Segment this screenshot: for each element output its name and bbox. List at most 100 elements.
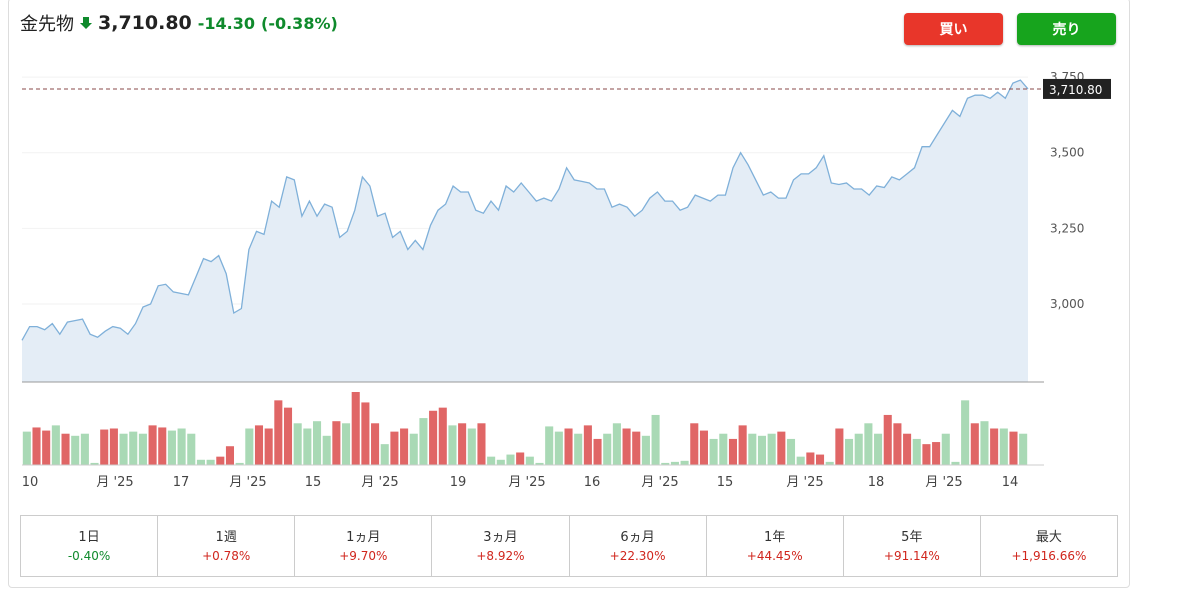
volume-bar <box>535 462 544 465</box>
period: 3ヵ月 <box>483 530 518 545</box>
volume-bar <box>264 428 273 465</box>
period-change: +8.92% <box>476 549 525 563</box>
volume-bar <box>835 428 844 465</box>
volume-bar <box>206 459 215 465</box>
volume-bar <box>883 414 892 465</box>
volume-bar <box>951 461 960 465</box>
volume-bar <box>651 414 660 465</box>
volume-bar <box>525 456 534 465</box>
period: 1年 <box>764 530 786 545</box>
volume-bar <box>322 435 331 465</box>
price-area <box>22 80 1028 382</box>
performance-cell[interactable]: 1日 -0.40% <box>21 516 157 576</box>
change: -14.30 <box>197 13 256 33</box>
performance-cell[interactable]: 1年 +44.45% <box>705 516 843 576</box>
volume-bar <box>903 433 912 465</box>
volume-bar <box>1009 431 1018 465</box>
period: 5年 <box>901 530 923 545</box>
last-price-label: 3,710.80 <box>1049 83 1102 97</box>
volume-bar <box>187 433 196 465</box>
volume-bar <box>448 425 457 465</box>
volume-bar <box>961 400 970 465</box>
volume-bar <box>109 428 118 465</box>
x-tick-label: 月 '25 <box>229 475 266 490</box>
volume-bar <box>177 428 186 465</box>
period: 1ヵ月 <box>346 530 381 545</box>
volume-bar <box>941 433 950 465</box>
performance-cell[interactable]: 最大 +1,916.66% <box>979 516 1117 576</box>
x-tick-label: 15 <box>305 475 322 490</box>
volume-bar <box>467 428 476 465</box>
performance-cell[interactable]: 3ヵ月 +8.92% <box>431 516 568 576</box>
volume-bar <box>516 452 525 465</box>
volume-bar <box>893 423 902 465</box>
performance-cell[interactable]: 5年 +91.14% <box>842 516 980 576</box>
volume-bar <box>196 459 205 465</box>
buy-button[interactable]: 買い <box>904 13 1003 45</box>
volume-bar <box>999 428 1008 465</box>
volume-bar <box>738 425 747 465</box>
volume-bar <box>42 430 51 465</box>
y-tick-label: 3,250 <box>1050 221 1084 235</box>
x-tick-label: 19 <box>450 475 467 490</box>
sell-button[interactable]: 売り <box>1017 13 1116 45</box>
x-tick-label: 月 '25 <box>786 475 823 490</box>
volume-bar <box>932 442 941 465</box>
volume-bar <box>458 423 467 465</box>
volume-bar <box>632 431 641 465</box>
volume-bar <box>719 433 728 465</box>
volume-bar <box>574 433 583 465</box>
period-change: -0.40% <box>67 549 111 563</box>
volume-bar <box>283 407 293 465</box>
volume-bar <box>709 438 718 465</box>
y-tick-label: 3,500 <box>1050 146 1084 160</box>
volume-bar <box>980 421 989 465</box>
volume-bar <box>235 462 244 465</box>
volume-bar <box>419 418 428 465</box>
period: 1日 <box>78 530 100 545</box>
volume-bar <box>845 438 854 465</box>
volume-bar <box>593 438 602 465</box>
volume-bar <box>351 392 360 465</box>
volume-bar <box>429 410 438 465</box>
volume-bar <box>690 423 699 465</box>
volume-bar <box>390 431 399 465</box>
volume-bar <box>603 433 612 465</box>
volume-bar <box>815 454 825 465</box>
volume-bar <box>371 423 380 465</box>
performance-cell[interactable]: 6ヵ月 +22.30% <box>568 516 706 576</box>
change-percent: (-0.38%) <box>261 13 338 33</box>
volume-bar <box>777 431 786 465</box>
volume-bar <box>641 435 650 465</box>
volume-bar <box>216 456 225 465</box>
volume-bar <box>380 444 389 465</box>
performance-cell[interactable]: 1ヵ月 +9.70% <box>294 516 431 576</box>
period-change: +91.14% <box>883 549 940 563</box>
volume-bar <box>912 438 921 465</box>
y-tick-label: 3,000 <box>1050 297 1084 311</box>
volume-bar <box>342 423 351 465</box>
volume-bar <box>100 429 109 465</box>
volume-bar <box>138 433 147 465</box>
volume-bar <box>90 462 99 465</box>
x-tick-label: 18 <box>868 475 885 490</box>
volume-bar <box>148 425 157 465</box>
volume-bar <box>825 461 834 465</box>
volume-bar <box>80 433 89 465</box>
performance-cell[interactable]: 1週 +0.78% <box>157 516 294 576</box>
volume-bar <box>757 435 767 465</box>
volume-bar <box>129 431 138 465</box>
volume-bar <box>970 423 979 465</box>
volume-bar <box>487 456 496 465</box>
volume-bar <box>293 423 302 465</box>
volume-bar <box>496 459 505 465</box>
period-change: +1,916.66% <box>1011 549 1087 563</box>
volume-bar <box>312 421 322 465</box>
price: 3,710.80 <box>98 12 192 34</box>
volume-bar <box>874 433 883 465</box>
volume-bar <box>564 428 573 465</box>
volume-bar <box>748 433 757 465</box>
price-line <box>21 79 1029 341</box>
volume-bar <box>332 421 341 465</box>
